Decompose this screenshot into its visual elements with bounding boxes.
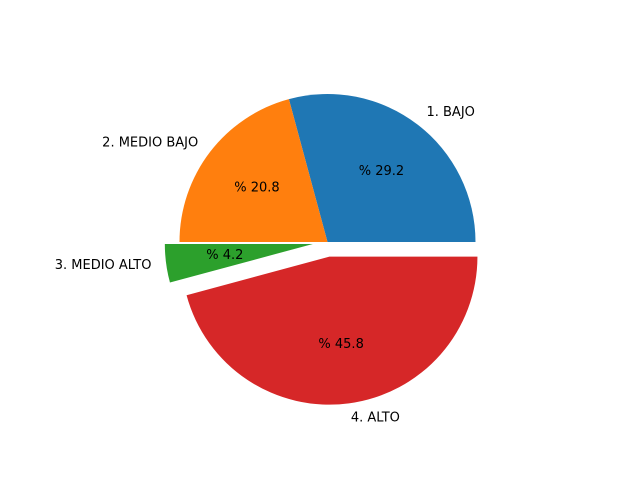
pct-label-3-medio-alto: % 4.2 xyxy=(206,248,243,263)
slice-label-4-alto: 4. ALTO xyxy=(351,411,400,426)
pie-slice-4-alto xyxy=(186,256,478,405)
slice-label-1-bajo: 1. BAJO xyxy=(426,105,474,120)
slice-label-3-medio-alto: 3. MEDIO ALTO xyxy=(55,258,152,273)
pie-labels: % 29.2 1. BAJO % 20.8 2. MEDIO BAJO % 4.2 3. … xyxy=(55,105,475,425)
pie-slice-2-medio-bajo xyxy=(179,99,328,242)
pct-label-1-bajo: % 29.2 xyxy=(359,164,404,179)
pie-slice-1-bajo xyxy=(288,94,476,242)
pie-slice-3-medio-alto xyxy=(164,243,313,283)
pct-label-2-medio-bajo: % 20.8 xyxy=(234,181,279,196)
slice-label-2-medio-bajo: 2. MEDIO BAJO xyxy=(102,136,198,151)
pct-label-4-alto: % 45.8 xyxy=(318,337,363,352)
pie-slices xyxy=(164,94,478,405)
